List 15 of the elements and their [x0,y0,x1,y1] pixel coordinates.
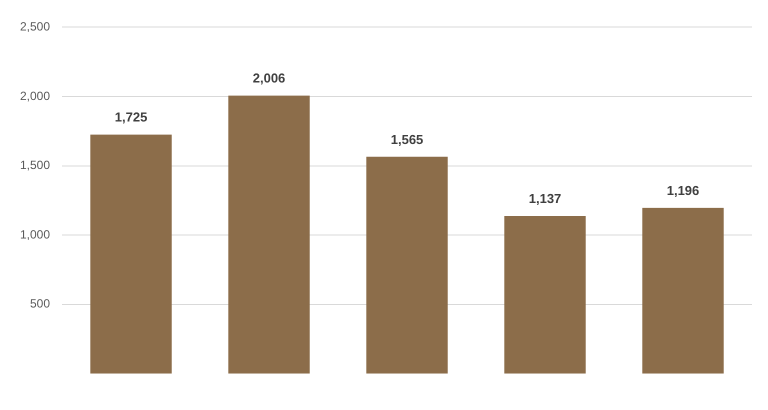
y-tick-label: 500 [30,296,50,311]
data-label: 1,137 [528,191,562,206]
data-label: 1,565 [390,132,424,147]
data-label: 1,725 [114,110,148,125]
y-tick-label: 1,000 [20,227,50,242]
y-tick-label: 2,000 [20,88,50,103]
bar [90,134,172,374]
bar [504,216,586,374]
data-label: 2,006 [252,70,286,86]
bar [642,208,724,374]
data-label: 1,196 [666,182,700,198]
bar [366,156,448,374]
bar [228,96,310,374]
y-tick-label: 1,500 [20,158,50,172]
y-tick-label: 2,500 [20,20,50,34]
